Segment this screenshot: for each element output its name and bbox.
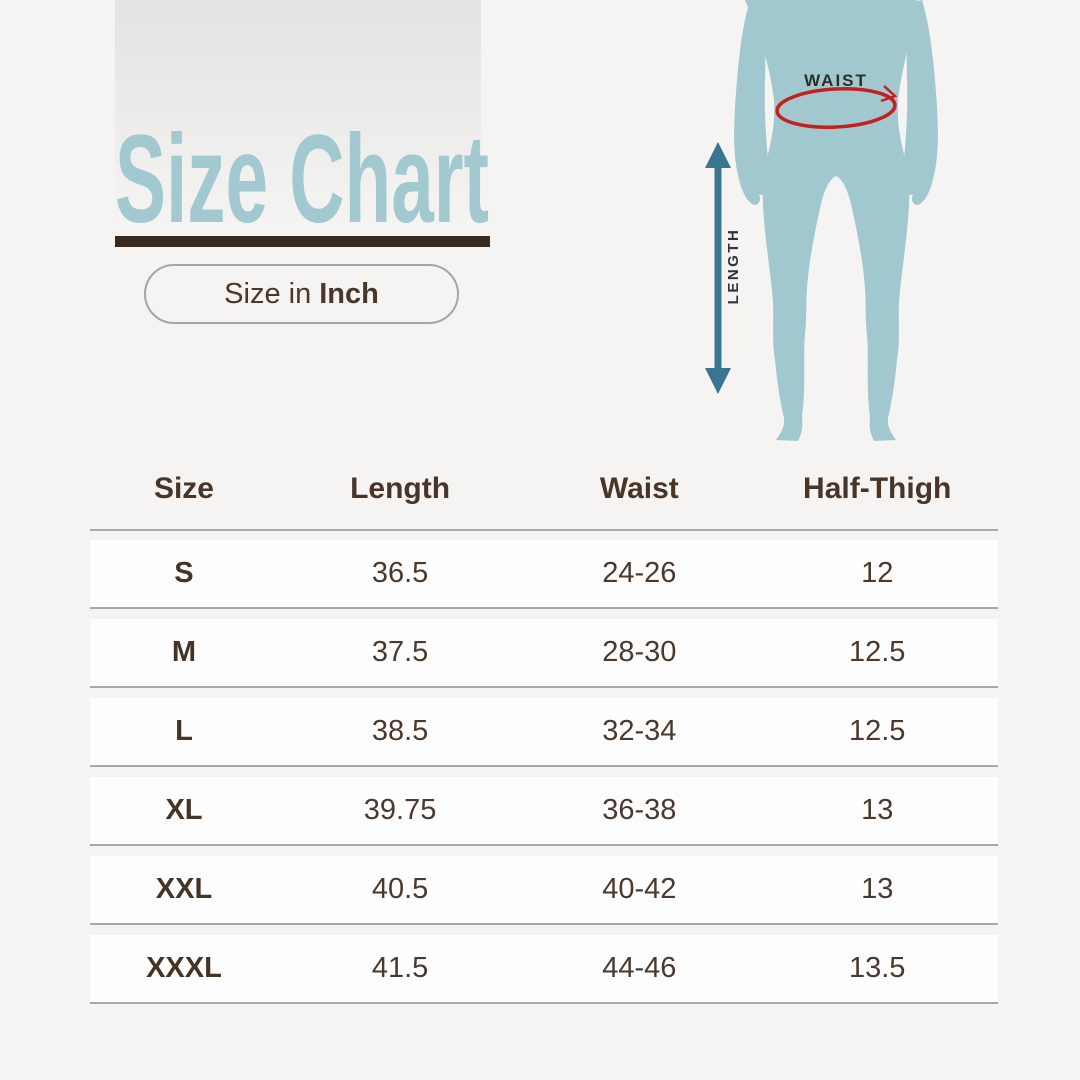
length-cell: 38.5	[371, 715, 429, 747]
table-header-row: Size Length Waist Half-Thigh	[90, 458, 998, 520]
waist-cell: 28-30	[602, 636, 677, 668]
length-label: LENGTH	[725, 228, 742, 305]
half-thigh-cell: 13	[861, 794, 894, 826]
waist-cell: 24-26	[602, 557, 677, 589]
waist-cell: 32-34	[602, 715, 677, 747]
waist-label: WAIST	[804, 71, 868, 90]
waist-cell: 40-42	[602, 873, 677, 905]
title-underline	[115, 236, 490, 247]
length-arrow-head-bottom	[705, 368, 731, 394]
size-cell: S	[174, 557, 194, 589]
table-row: L 38.5 32-34 12.5	[90, 698, 998, 767]
col-header-length: Length	[350, 472, 451, 505]
waist-ring	[775, 87, 897, 129]
waist-cell: 36-38	[602, 794, 677, 826]
waist-cell: 44-46	[602, 952, 677, 984]
left-arm-silhouette	[734, 0, 771, 205]
page-title: Size Chart	[115, 118, 489, 230]
unit-pill-unit: Inch	[319, 277, 379, 310]
length-arrow-head-top	[705, 142, 731, 168]
unit-pill-prefix: Size in	[224, 277, 312, 310]
length-cell: 40.5	[371, 873, 429, 905]
col-header-waist: Waist	[599, 472, 679, 505]
half-thigh-cell: 12	[861, 557, 894, 589]
size-cell: L	[175, 715, 193, 747]
unit-pill: Size in Inch	[144, 264, 459, 324]
length-cell: 39.75	[363, 794, 437, 826]
half-thigh-cell: 12.5	[848, 636, 906, 668]
size-cell: XXXL	[146, 952, 222, 984]
half-thigh-cell: 13	[861, 873, 894, 905]
size-table-body: S 36.5 24-26 12 M 37.5 28-30 12.5 L 38.5…	[90, 540, 998, 1014]
half-thigh-cell: 12.5	[848, 715, 906, 747]
title-backdrop-gradient	[115, 0, 481, 240]
size-cell: M	[171, 636, 197, 668]
page-title-text: Size Chart	[115, 118, 489, 230]
table-row: XXXL 41.5 44-46 13.5	[90, 935, 998, 1004]
table-row: XL 39.75 36-38 13	[90, 777, 998, 846]
header-divider	[90, 529, 998, 531]
table-row: S 36.5 24-26 12	[90, 540, 998, 609]
table-row: M 37.5 28-30 12.5	[90, 619, 998, 688]
measurement-figure: WAIST LENGTH	[705, 0, 938, 441]
body-silhouette	[745, 0, 917, 441]
col-header-half-thigh: Half-Thigh	[803, 472, 952, 505]
length-cell: 41.5	[371, 952, 429, 984]
length-cell: 37.5	[371, 636, 429, 668]
size-cell: XXL	[155, 873, 213, 905]
size-cell: XL	[165, 794, 203, 826]
length-cell: 36.5	[371, 557, 429, 589]
waist-ring-arrowhead	[880, 85, 898, 103]
half-thigh-cell: 13.5	[848, 952, 906, 984]
right-arm-silhouette	[901, 0, 938, 205]
table-row: XXL 40.5 40-42 13	[90, 856, 998, 925]
col-header-size: Size	[153, 472, 214, 505]
